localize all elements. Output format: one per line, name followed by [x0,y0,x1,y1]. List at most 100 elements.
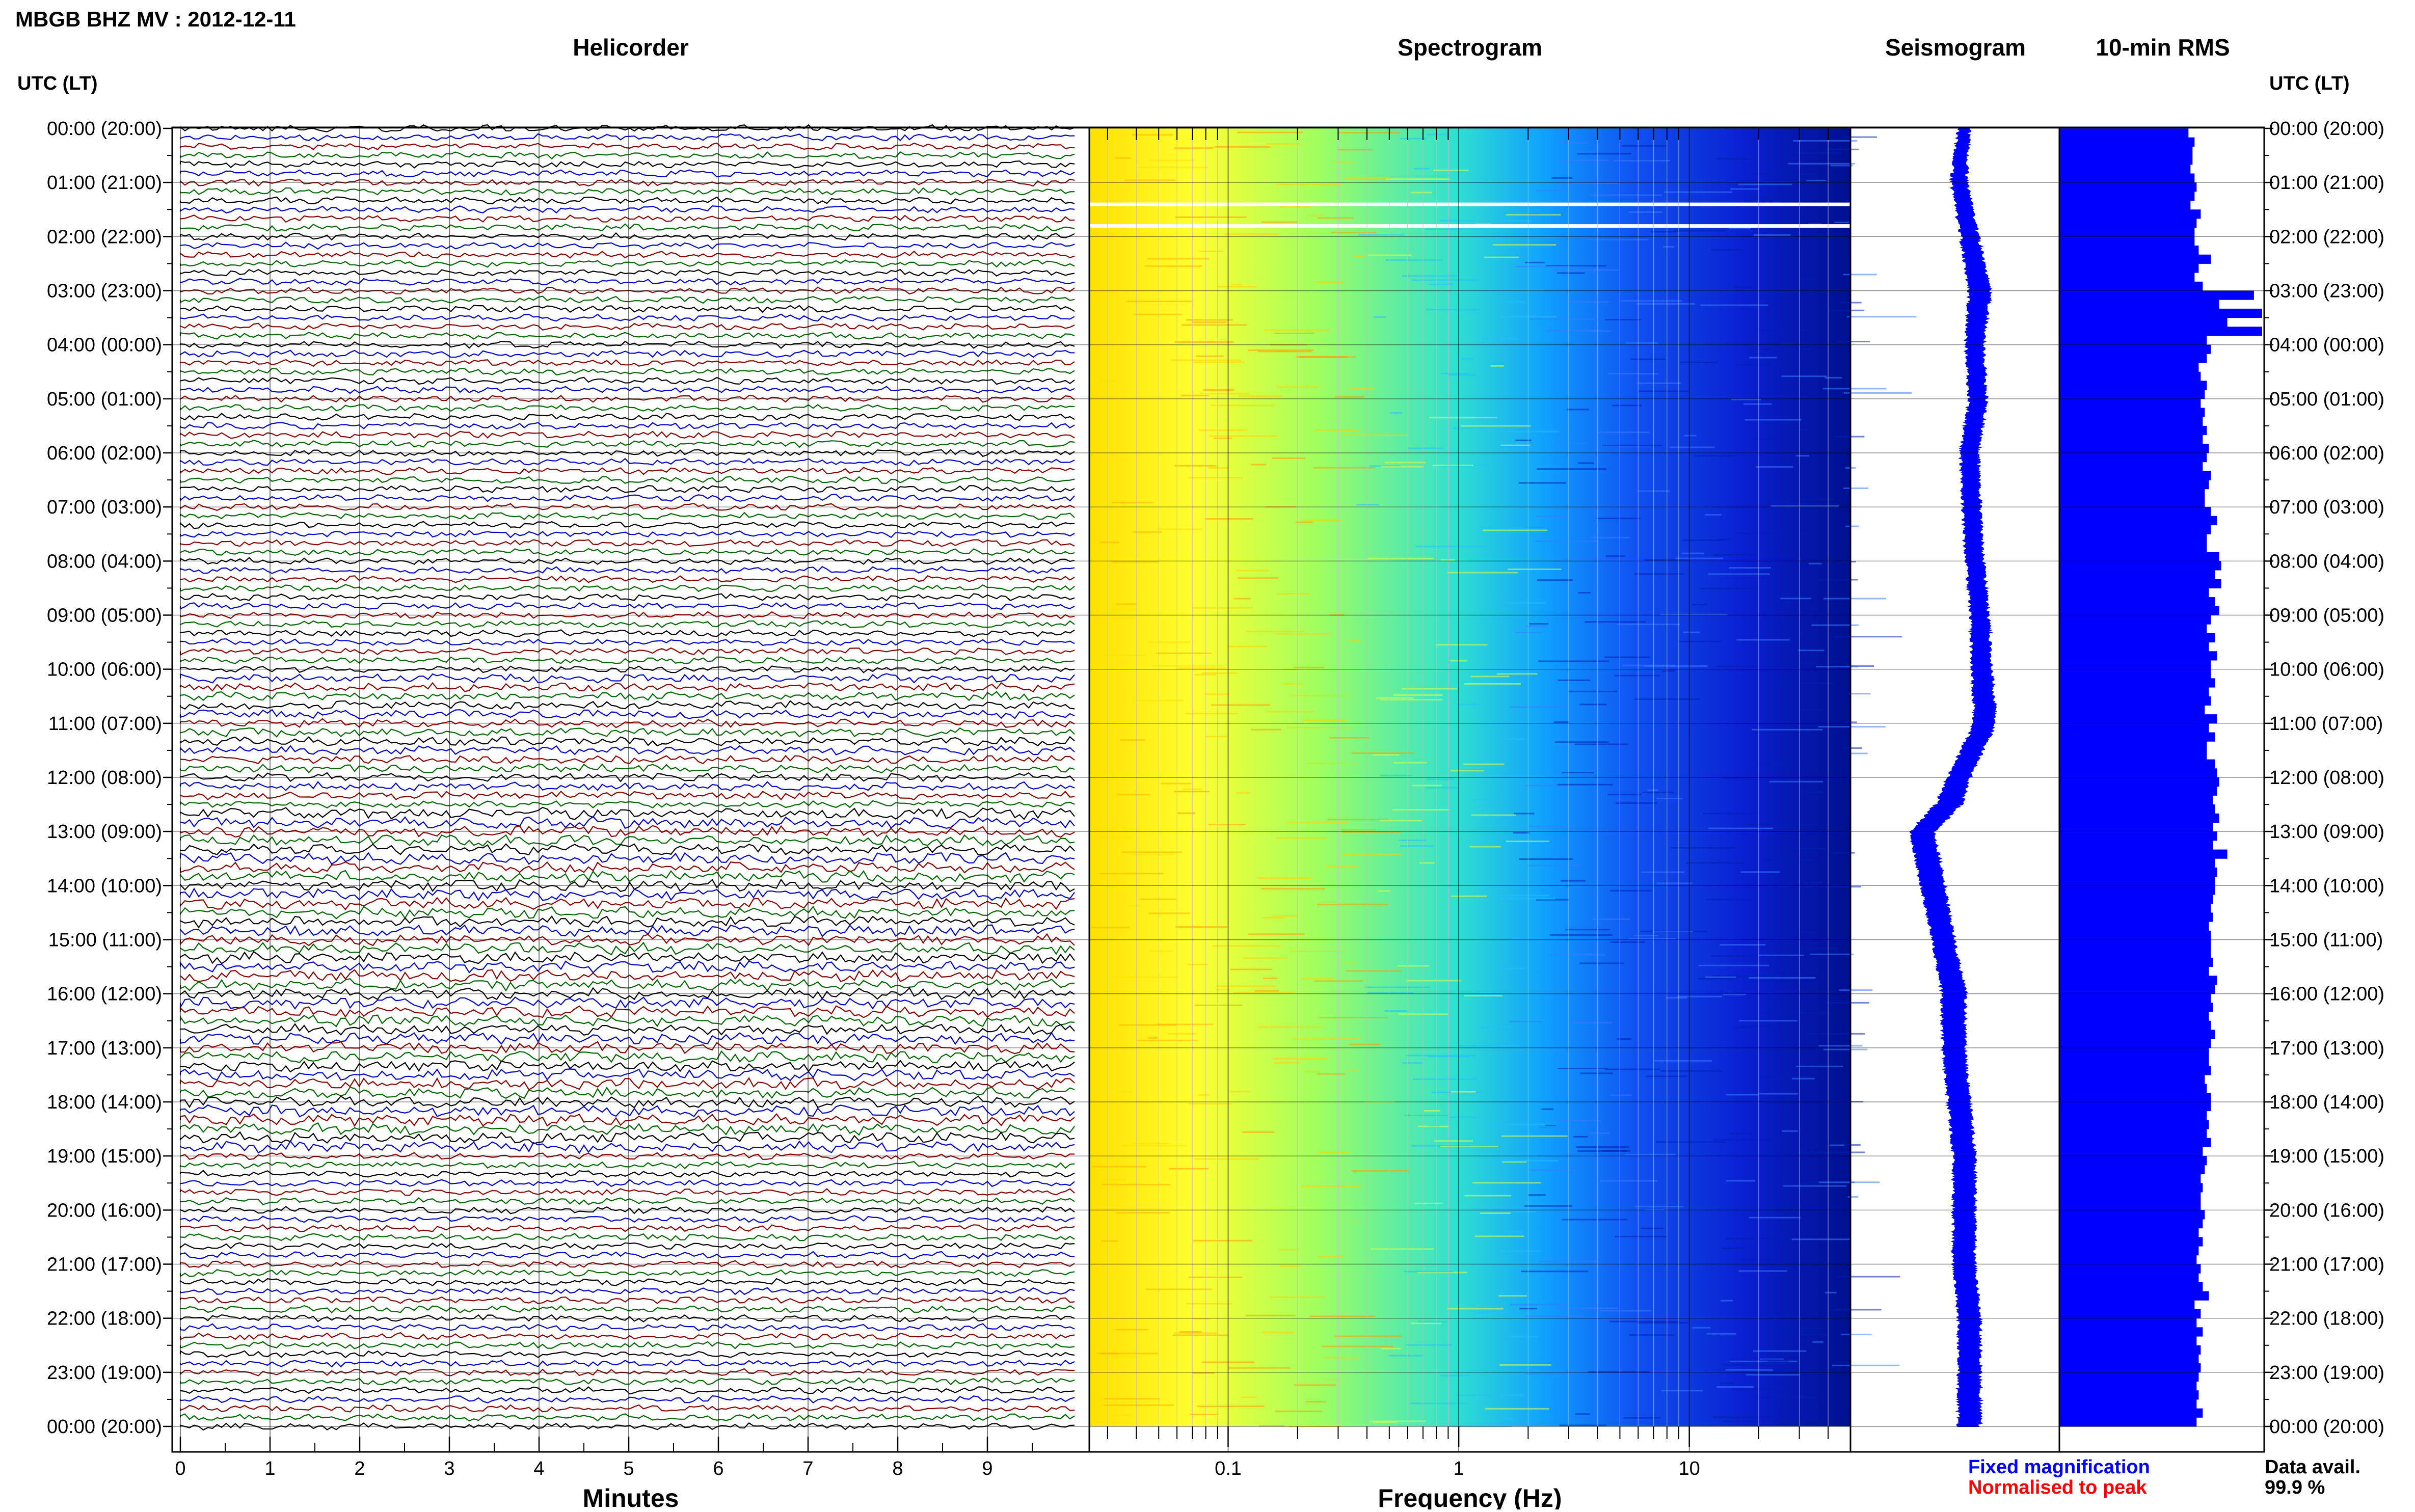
helicorder-trace [179,359,1075,367]
rms-bar [2059,227,2195,237]
helicorder-trace [179,790,1075,801]
rms-bar [2059,335,2207,345]
helicorder-trace [179,259,1075,268]
hour-label-left: 20:00 (16:00) [47,1200,162,1221]
rms-bar [2059,1228,2199,1237]
hour-label-right: 05:00 (01:00) [2269,389,2384,410]
helicorder-trace [179,1359,1075,1368]
hour-label-right: 04:00 (00:00) [2269,335,2384,356]
rms-bar [2059,1192,2201,1202]
helicorder-trace [179,1287,1075,1295]
rms-bar [2059,957,2213,967]
rms-bar [2059,1345,2201,1355]
helicorder-trace [179,887,1075,902]
hour-label-left: 09:00 (05:00) [47,605,162,627]
helicorder-trace [179,557,1075,565]
helicorder-trace [179,1023,1075,1036]
helicorder-trace [179,870,1075,883]
helicorder-trace [179,367,1075,376]
helicorder-trace [179,825,1075,838]
helicorder-trace [179,133,1075,142]
rms-bar [2059,371,2201,381]
helicorder-trace [179,1113,1075,1127]
rms-bar [2059,867,2217,877]
helicorder-trace [179,1188,1075,1196]
rms-bar [2059,633,2215,643]
helicorder-trace [179,1413,1075,1422]
rms-bar [2059,858,2215,868]
rms-bar [2059,525,2211,534]
hour-label-left: 22:00 (18:00) [47,1308,162,1330]
rms-bar [2059,209,2201,219]
rms-bar [2059,246,2199,255]
rms-bar [2059,1120,2209,1129]
hour-label-right: 01:00 (21:00) [2269,172,2384,194]
rms-bar [2059,128,2189,138]
helicorder-trace [179,800,1075,809]
rms-bar [2059,723,2209,733]
helicorder-tick-label: 3 [444,1458,454,1479]
rms-bar [2059,390,2205,399]
rms-bar [2059,768,2217,778]
helicorder-trace [179,565,1075,574]
rms-bar [2059,1408,2203,1418]
rms-bar [2059,660,2211,670]
rms-bar [2059,930,2211,940]
rms-bar [2059,1129,2207,1139]
helicorder-trace [179,484,1075,494]
hour-grid: 00:00 (20:00) 00:00 (20:00) 01:00 (21:00) 0… [47,118,2384,1438]
hour-label-right: 07:00 (03:00) [2269,497,2384,518]
hour-label-left: 21:00 (17:00) [47,1254,162,1276]
helicorder-trace [179,1032,1075,1045]
rms-bar [2059,191,2195,201]
helicorder-trace [179,1215,1075,1223]
seismogram-trace [1909,128,1997,1427]
helicorder-trace [179,214,1075,223]
rms-bar [2059,1390,2199,1400]
rms-bar [2059,254,2211,264]
hour-label-right: 21:00 (17:00) [2269,1254,2384,1276]
hour-label-right: 11:00 (07:00) [2269,713,2383,735]
hour-label-left: 16:00 (12:00) [47,984,162,1005]
rms-title: 10-min RMS [2096,34,2230,61]
hour-label-right: 16:00 (12:00) [2269,984,2384,1005]
rms-bar [2059,1003,2213,1012]
rms-bar [2059,354,2207,363]
helicorder-trace [179,169,1075,178]
rms-bar [2059,300,2219,309]
helicorder-trace [179,727,1075,738]
hour-label-right: 00:00 (20:00) [2269,118,2384,140]
rms-bar [2059,922,2209,931]
helicorder-trace [179,1050,1075,1063]
helicorder-trace [179,806,1075,820]
rms-bar [2059,849,2228,859]
rms-bar [2059,1264,2201,1274]
helicorder-trace [179,834,1075,847]
helicorder-trace [179,313,1075,322]
helicorder-trace [179,223,1075,232]
helicorder-trace [179,709,1075,719]
helicorder-trace [179,340,1075,349]
helicorder-trace [179,250,1075,259]
hour-label-left: 03:00 (23:00) [47,281,162,302]
rms-bar [2059,570,2215,580]
rms-bar [2059,1174,2201,1183]
helicorder-trace [179,440,1075,448]
rms-bar [2059,903,2211,913]
rms-bar [2059,507,2211,517]
hour-label-left: 10:00 (06:00) [47,659,162,681]
hour-label-left: 13:00 (09:00) [47,821,162,843]
rms-bar [2059,137,2195,147]
rms-bar [2059,1066,2211,1075]
rms-bar [2059,1363,2201,1373]
helicorder-trace [179,1104,1075,1118]
helicorder-trace [179,241,1075,250]
rms-bar [2059,1327,2203,1337]
rms-bar [2059,615,2211,625]
rms-bar [2059,308,2262,318]
rms-bar [2059,885,2215,895]
helicorder-trace [179,467,1075,475]
rms-bar [2059,696,2211,706]
rms-bar [2059,606,2219,615]
helicorder-trace [180,754,1075,765]
